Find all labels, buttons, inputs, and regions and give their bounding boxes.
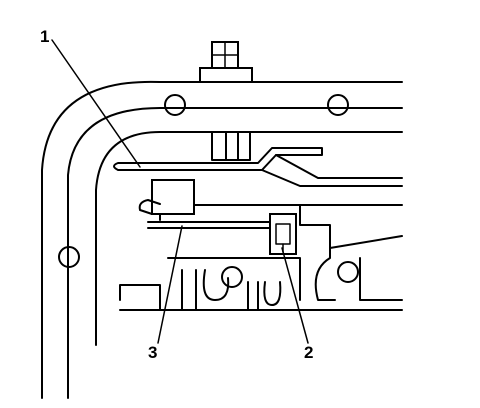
leader-line-2 xyxy=(281,247,309,344)
leader-lines xyxy=(51,39,309,344)
callout-2: 2 xyxy=(304,343,313,362)
detent-lever xyxy=(113,147,403,187)
callout-1: 1 xyxy=(40,27,49,46)
housing-plate xyxy=(41,80,403,399)
leader-line-3 xyxy=(157,225,183,344)
bolt-holes xyxy=(58,94,359,288)
callout-3: 3 xyxy=(148,343,157,362)
spring-clip xyxy=(138,179,291,229)
bracket-connector xyxy=(269,213,297,255)
leader-line-1 xyxy=(51,39,141,168)
bolt-nut xyxy=(199,41,253,83)
